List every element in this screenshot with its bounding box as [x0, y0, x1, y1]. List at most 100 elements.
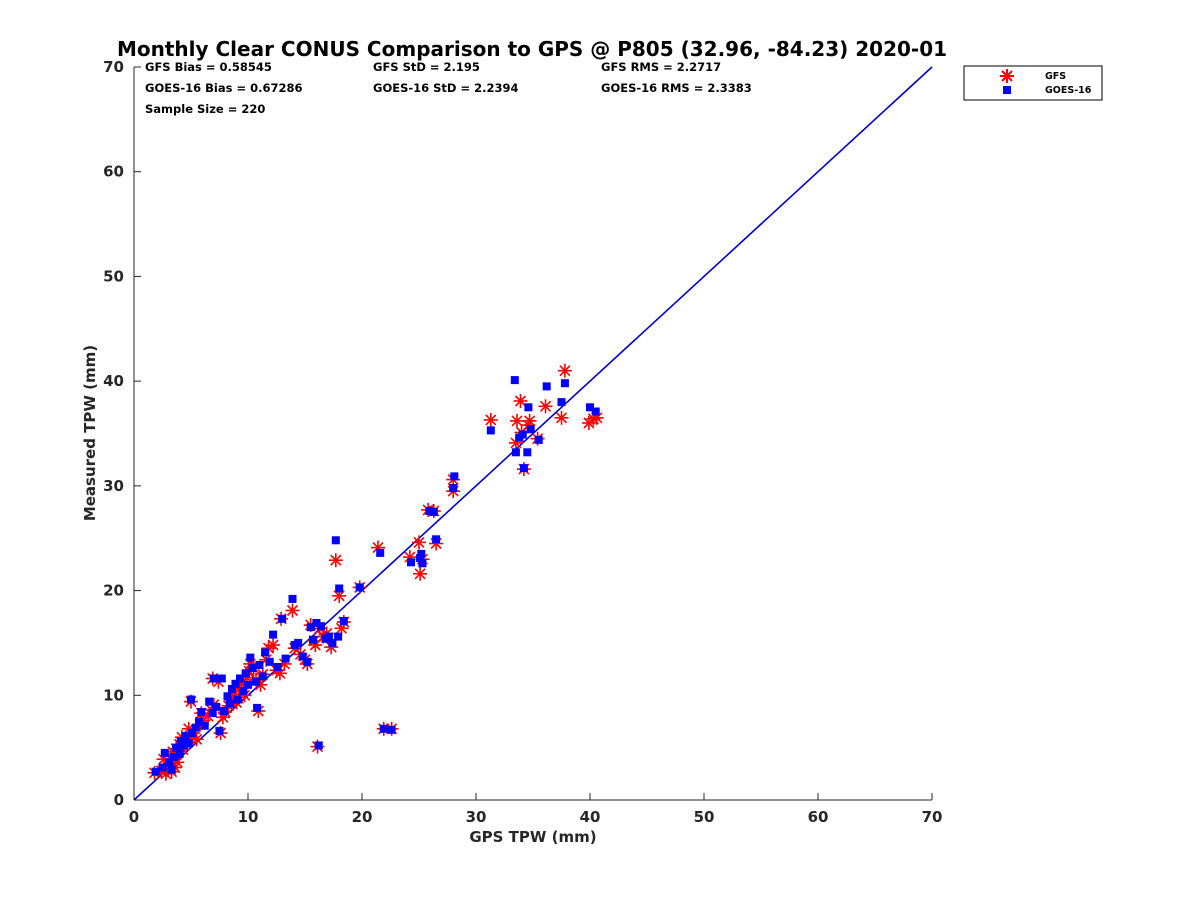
goes16-point: [195, 717, 203, 726]
legend-gfs-label: GFS: [1045, 71, 1066, 82]
goes16-point: [355, 583, 364, 592]
x-ticks: 0 10 20 30 40 50 60 70: [129, 793, 943, 826]
gfs-point: [554, 410, 569, 425]
gfs-point: [328, 553, 343, 568]
goes16-point: [417, 549, 426, 558]
goes16-point: [335, 584, 344, 593]
gfs-point: [413, 566, 428, 581]
goes16-point: [450, 472, 459, 481]
x-tick-label: 60: [808, 808, 829, 826]
legend-gfs-marker-icon: [1000, 69, 1014, 83]
x-tick-label: 0: [129, 808, 139, 826]
goes16-point: [586, 403, 594, 412]
goes16-point: [248, 664, 257, 673]
x-tick-label: 50: [694, 808, 715, 826]
goes16-point: [534, 435, 543, 444]
goes16-point: [273, 663, 282, 671]
goes16-point: [425, 507, 434, 515]
goes16-point: [376, 548, 385, 557]
goes16-point: [265, 657, 274, 666]
goes16-point: [281, 654, 290, 663]
goes16-point: [252, 677, 260, 686]
goes16-point: [331, 536, 340, 545]
goes16-point: [255, 660, 264, 669]
goes16-point: [314, 741, 323, 750]
gfs-point: [513, 394, 528, 408]
gfs-point: [189, 732, 204, 747]
goes16-point: [223, 692, 232, 701]
goes16-point: [312, 619, 321, 627]
goes16-point: [429, 508, 438, 516]
goes16-point: [212, 702, 221, 711]
x-axis-label: GPS TPW (mm): [469, 828, 596, 846]
goes16-point: [557, 398, 566, 407]
goes16-point: [278, 614, 287, 623]
stat-gfs-bias: GFS Bias = 0.58545: [145, 60, 272, 74]
goes16-point: [225, 699, 234, 708]
goes16-point: [187, 695, 195, 704]
y-tick-label: 10: [103, 686, 124, 704]
goes16-point: [591, 407, 600, 416]
goes16-point: [298, 652, 307, 661]
y-tick-label: 60: [103, 163, 124, 181]
goes16-point: [246, 653, 255, 662]
gfs-point: [538, 399, 553, 414]
goes16-point: [324, 632, 333, 641]
stat-goes-rms: GOES-16 RMS = 2.3383: [601, 81, 752, 95]
goes16-point: [200, 721, 209, 730]
x-tick-label: 40: [580, 808, 601, 826]
goes16-point: [486, 426, 495, 435]
stat-goes-bias: GOES-16 Bias = 0.67286: [145, 81, 302, 95]
goes16-point: [233, 695, 242, 704]
goes16-point: [172, 743, 181, 752]
goes16-point: [339, 616, 348, 625]
goes16-point: [269, 630, 278, 639]
goes16-point: [209, 674, 218, 683]
x-tick-label: 20: [352, 808, 373, 826]
goes16-point: [169, 753, 178, 762]
stat-sample-size: Sample Size = 220: [145, 102, 265, 116]
goes16-point: [306, 623, 315, 632]
goes16-point: [288, 594, 297, 603]
goes16-point: [205, 697, 214, 706]
y-tick-label: 50: [103, 267, 124, 285]
goes16-point: [432, 535, 441, 544]
legend: GFS GOES-16: [963, 65, 1103, 101]
gfs-point: [266, 638, 281, 652]
goes16-point: [231, 679, 240, 688]
goes16-point: [175, 749, 184, 758]
goes16-point: [258, 672, 267, 681]
goes16-point: [158, 763, 167, 772]
gfs-point: [483, 412, 498, 427]
goes16-point: [524, 403, 533, 412]
goes16-point: [317, 622, 325, 631]
goes16-point: [379, 724, 388, 733]
gfs-point: [557, 363, 572, 378]
goes16-point: [334, 632, 343, 641]
goes16-point: [449, 484, 458, 492]
x-tick-label: 70: [922, 808, 943, 826]
legend-box: [963, 65, 1103, 101]
points-layer: [147, 363, 604, 781]
y-tick-label: 30: [103, 477, 124, 495]
goes16-point: [151, 767, 160, 776]
goes16-point: [523, 448, 532, 457]
gfs-point: [510, 413, 524, 428]
goes16-point: [167, 765, 176, 774]
goes16-point: [180, 741, 189, 750]
stat-gfs-rms: GFS RMS = 2.2717: [601, 60, 721, 74]
goes16-point: [519, 464, 528, 473]
y-tick-label: 0: [114, 791, 124, 809]
goes16-point: [188, 729, 197, 737]
goes16-point: [526, 425, 535, 434]
goes16-point: [387, 725, 396, 734]
stat-gfs-std: GFS StD = 2.195: [373, 60, 480, 74]
y-axis-label: Measured TPW (mm): [81, 345, 99, 521]
goes16-point: [407, 558, 415, 567]
goes16-point: [197, 708, 206, 716]
goes16-point: [510, 376, 519, 385]
goes16-point: [236, 674, 244, 683]
gfs-point: [412, 535, 426, 550]
goes16-point: [184, 739, 193, 748]
goes16-point: [239, 687, 248, 696]
